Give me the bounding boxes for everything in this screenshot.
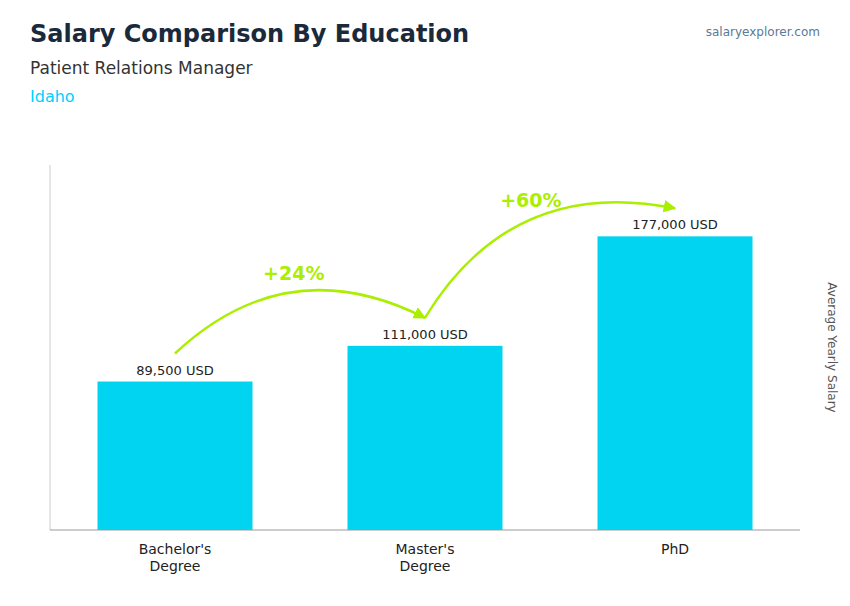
change-arrow [175, 290, 425, 353]
title: Salary Comparison By Education [30, 20, 469, 48]
x-tick-label-line: Master's [396, 541, 455, 557]
bar [348, 346, 503, 530]
subtitle: Patient Relations Manager [30, 58, 253, 78]
change-label: +60% [500, 189, 561, 211]
x-tick-label-line: Bachelor's [139, 541, 212, 557]
chart-svg: Salary Comparison By Education Patient Re… [0, 0, 850, 606]
x-tick-label: PhD [661, 541, 689, 557]
x-tick-label-line: PhD [661, 541, 689, 557]
y-axis-line [50, 165, 51, 530]
x-tick-label: Master'sDegree [396, 541, 455, 574]
chart-container: Salary Comparison By Education Patient Re… [0, 0, 850, 606]
x-tick-label-line: Degree [400, 558, 451, 574]
location-note: Idaho [30, 87, 75, 106]
data-label: 177,000 USD [632, 217, 718, 232]
x-tick-label: Bachelor'sDegree [139, 541, 212, 574]
data-label: 111,000 USD [382, 327, 468, 342]
watermark: salaryexplorer.com [706, 25, 820, 39]
bar [98, 382, 253, 530]
change-label: +24% [263, 262, 324, 284]
bars [98, 236, 753, 530]
bar [598, 236, 753, 530]
x-tick-label-line: Degree [150, 558, 201, 574]
change-arrow [425, 202, 675, 318]
data-label: 89,500 USD [136, 363, 213, 378]
y-axis-label: Average Yearly Salary [825, 282, 839, 412]
